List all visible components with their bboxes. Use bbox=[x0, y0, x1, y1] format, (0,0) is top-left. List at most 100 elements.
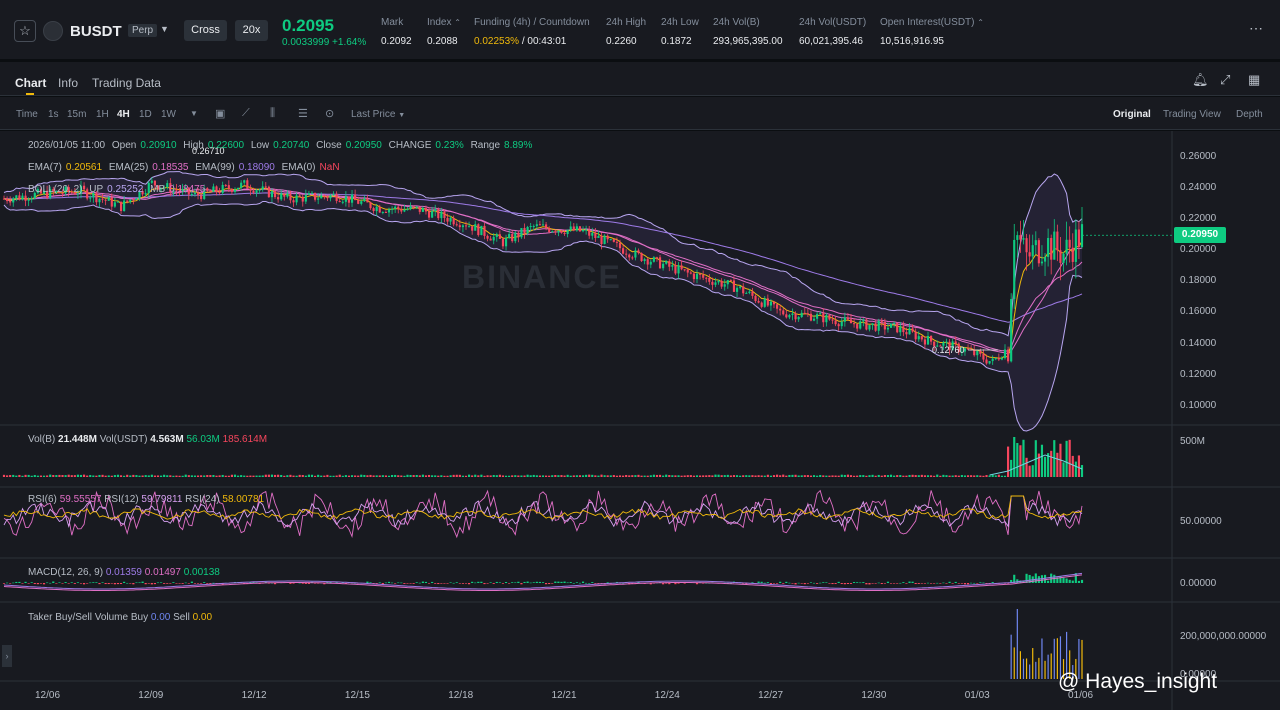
volume-bar bbox=[141, 475, 144, 477]
volume-bar bbox=[843, 474, 846, 477]
candle-body bbox=[1062, 253, 1065, 263]
interval-1s[interactable]: 1s bbox=[48, 109, 59, 120]
view-original[interactable]: Original bbox=[1113, 109, 1151, 120]
time-tick-label: 12/21 bbox=[551, 690, 577, 701]
macd-histogram-bar bbox=[172, 582, 175, 583]
view-depth[interactable]: Depth bbox=[1236, 109, 1263, 120]
volume-bar bbox=[717, 474, 720, 477]
candle-body bbox=[295, 195, 298, 203]
macd-histogram-bar bbox=[212, 582, 215, 584]
volume-bar bbox=[486, 475, 489, 477]
taker-axis-top: 200,000,000.00000 bbox=[1180, 631, 1267, 642]
candle-body bbox=[511, 234, 514, 242]
interval-1h[interactable]: 1H bbox=[96, 109, 109, 120]
volume-bar bbox=[560, 475, 563, 477]
price-type-select[interactable]: Last Price ▼ bbox=[351, 109, 406, 120]
index-info-icon[interactable]: ⌃ bbox=[454, 18, 461, 27]
candle-body bbox=[483, 225, 486, 236]
tab-chart[interactable]: Chart bbox=[15, 76, 47, 90]
candle-body bbox=[868, 325, 871, 330]
candle-body bbox=[606, 235, 609, 240]
candle-body bbox=[200, 195, 203, 200]
candle-body bbox=[905, 332, 908, 335]
chart-area[interactable]: BINANCE 2026/01/05 11:00 Open 0.20910 Hig… bbox=[0, 131, 1280, 710]
volume-bar bbox=[902, 475, 905, 477]
grid-icon[interactable]: ▦ bbox=[1248, 72, 1261, 87]
volume-bar bbox=[400, 475, 403, 477]
candle-body bbox=[668, 261, 671, 267]
volume-bar bbox=[757, 475, 760, 477]
volume-bar bbox=[893, 475, 896, 477]
macd-histogram-bar bbox=[400, 582, 403, 584]
volume-bar bbox=[720, 475, 723, 477]
candle-body bbox=[144, 193, 147, 195]
macd-histogram-bar bbox=[883, 583, 886, 584]
settings-sliders-icon[interactable]: ☰ bbox=[298, 108, 308, 120]
macd-histogram-bar bbox=[874, 583, 877, 584]
macd-histogram-bar bbox=[468, 583, 471, 585]
volume-bar bbox=[874, 475, 877, 477]
volume-bar bbox=[160, 475, 163, 477]
target-icon[interactable]: ⊙ bbox=[325, 108, 335, 120]
candle-body bbox=[446, 217, 449, 222]
candle-body bbox=[831, 319, 834, 321]
candle-body bbox=[335, 193, 338, 201]
candle-body bbox=[745, 292, 748, 294]
volume-bar bbox=[963, 475, 967, 477]
interval-4h[interactable]: 4H bbox=[117, 109, 130, 120]
volume-bar bbox=[338, 474, 341, 477]
ellipsis-icon[interactable]: ⋯ bbox=[1249, 20, 1264, 36]
candle-body bbox=[646, 259, 649, 265]
candle-body bbox=[754, 295, 757, 302]
macd-histogram-bar bbox=[150, 583, 153, 585]
margin-mode-button[interactable]: Cross bbox=[184, 20, 227, 41]
candle-body bbox=[304, 194, 307, 202]
favorite-star-icon[interactable]: ☆ bbox=[14, 20, 36, 42]
volume-bar bbox=[273, 474, 277, 477]
macd-histogram-bar bbox=[196, 583, 200, 584]
expand-icon[interactable]: ⤢ bbox=[1220, 72, 1231, 87]
volume-bar bbox=[67, 474, 70, 477]
volume-bar bbox=[295, 475, 298, 477]
macd-axis-label: 0.00000 bbox=[1180, 578, 1217, 589]
bell-icon[interactable]: 🔔︎ bbox=[1192, 72, 1209, 87]
macd-histogram-bar bbox=[1025, 573, 1028, 583]
chart-canvas[interactable] bbox=[0, 131, 1280, 710]
symbol-dropdown-icon[interactable]: ▼ bbox=[160, 24, 169, 34]
interval-1w[interactable]: 1W bbox=[161, 109, 176, 120]
tab-info[interactable]: Info bbox=[58, 76, 79, 90]
tab-trading-data[interactable]: Trading Data bbox=[92, 76, 161, 90]
candle-body bbox=[489, 238, 492, 241]
candle-body bbox=[591, 232, 594, 236]
leverage-button[interactable]: 20x bbox=[235, 20, 268, 41]
expand-left-icon[interactable]: › bbox=[2, 645, 12, 667]
macd-dea-line bbox=[3, 574, 1083, 591]
symbol-name[interactable]: BUSDT bbox=[70, 23, 122, 40]
interval-1d[interactable]: 1D bbox=[139, 109, 152, 120]
interval-time[interactable]: Time bbox=[16, 109, 38, 120]
volume-bar bbox=[680, 475, 683, 477]
macd-histogram-bar bbox=[58, 582, 61, 583]
candle-type-icon[interactable]: ⫼ bbox=[270, 107, 276, 119]
indicator-chart-icon[interactable]: ⟋ bbox=[242, 107, 250, 119]
macd-histogram-bar bbox=[289, 583, 292, 584]
candle-body bbox=[637, 250, 640, 253]
volume-bar bbox=[776, 474, 779, 477]
candle-body bbox=[110, 197, 113, 207]
candle-body bbox=[24, 195, 27, 201]
oi-info-icon[interactable]: ⌃ bbox=[977, 18, 984, 27]
volume-bar bbox=[163, 474, 166, 477]
interval-dropdown-icon[interactable]: ▼ bbox=[190, 109, 198, 118]
volume-bar bbox=[748, 475, 751, 477]
macd-histogram-bar bbox=[104, 583, 107, 585]
macd-histogram-bar bbox=[190, 581, 193, 583]
calendar-icon[interactable]: ▣ bbox=[215, 108, 226, 120]
volume-bar bbox=[668, 475, 671, 477]
candle-body bbox=[255, 190, 258, 193]
binance-watermark: BINANCE bbox=[462, 259, 622, 295]
macd-histogram-bar bbox=[776, 583, 779, 584]
macd-histogram-bar bbox=[800, 583, 803, 584]
interval-15m[interactable]: 15m bbox=[67, 109, 87, 120]
volume-bar bbox=[477, 475, 480, 477]
view-trading-view[interactable]: Trading View bbox=[1163, 109, 1221, 120]
